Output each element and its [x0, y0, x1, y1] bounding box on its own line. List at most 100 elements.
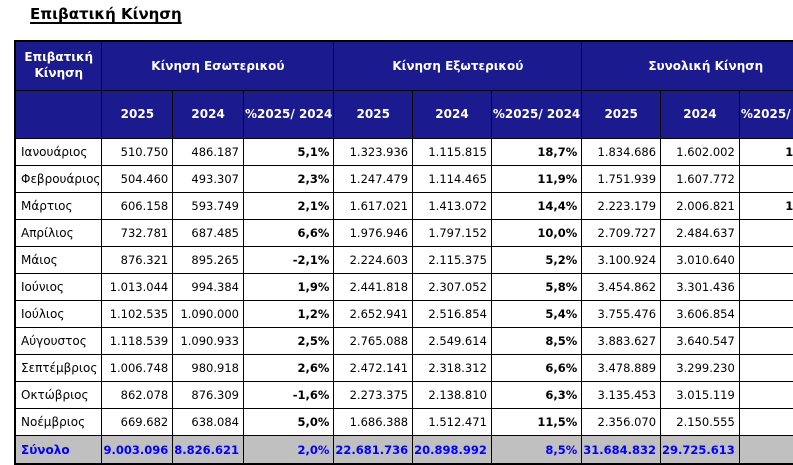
header-total-pct: %2025/ 2024: [738, 90, 793, 139]
table-row: Μάρτιος 606.158 593.749 2,1% 1.617.021 1…: [14, 192, 793, 220]
table-body: Ιανουάριος 510.750 486.187 5,1% 1.323.93…: [14, 138, 793, 465]
month-cell: Μάρτιος: [14, 192, 103, 220]
value-cell: 1.602.002: [660, 138, 740, 166]
total-value-cell: 22.681.736: [333, 435, 414, 465]
percent-cell: 4,1%: [738, 300, 793, 328]
value-cell: 3.301.436: [660, 273, 740, 301]
value-cell: 2.150.555: [660, 408, 740, 436]
percent-cell: 11,9%: [490, 165, 583, 193]
value-cell: 2.472.141: [333, 354, 414, 382]
value-cell: 3.640.547: [660, 327, 740, 355]
table-row: Ιούλιος 1.102.535 1.090.000 1,2% 2.652.9…: [14, 300, 793, 328]
total-percent-cell: 6,6%: [738, 435, 793, 465]
percent-cell: 14,4%: [490, 192, 583, 220]
value-cell: 2.138.810: [412, 381, 492, 409]
value-cell: 2.765.088: [333, 327, 414, 355]
value-cell: 486.187: [172, 138, 244, 166]
month-cell: Φεβρουάριος: [14, 165, 103, 193]
table-row: Ιούνιος 1.013.044 994.384 1,9% 2.441.818…: [14, 273, 793, 301]
value-cell: 1.617.021: [333, 192, 414, 220]
value-cell: 1.413.072: [412, 192, 492, 220]
value-cell: 2.356.070: [581, 408, 662, 436]
month-cell: Ιανουάριος: [14, 138, 103, 166]
value-cell: 2.115.375: [412, 246, 492, 274]
value-cell: 1.090.933: [172, 327, 244, 355]
percent-cell: 5,1%: [242, 138, 335, 166]
value-cell: 638.084: [172, 408, 244, 436]
value-cell: 606.158: [101, 192, 174, 220]
value-cell: 3.299.230: [660, 354, 740, 382]
percent-cell: 5,8%: [490, 273, 583, 301]
percent-cell: 3,0%: [738, 246, 793, 274]
percent-cell: 8,5%: [490, 327, 583, 355]
month-cell: Ιούλιος: [14, 300, 103, 328]
header-domestic-pct: %2025/ 2024: [242, 90, 335, 139]
value-cell: 2.223.179: [581, 192, 662, 220]
value-cell: 994.384: [172, 273, 244, 301]
table-row: Αύγουστος 1.118.539 1.090.933 2,5% 2.765…: [14, 327, 793, 355]
month-cell: Οκτώβριος: [14, 381, 103, 409]
total-value-cell: 29.725.613: [660, 435, 740, 465]
value-cell: 493.307: [172, 165, 244, 193]
value-cell: 895.265: [172, 246, 244, 274]
total-value-cell: 8.826.621: [172, 435, 244, 465]
percent-cell: 2,6%: [242, 354, 335, 382]
value-cell: 1.114.465: [412, 165, 492, 193]
value-cell: 862.078: [101, 381, 174, 409]
header-domestic-2024: 2024: [172, 90, 244, 139]
value-cell: 1.102.535: [101, 300, 174, 328]
total-value-cell: 20.898.992: [412, 435, 492, 465]
total-value-cell: 9.003.096: [101, 435, 174, 465]
percent-cell: 5,0%: [242, 408, 335, 436]
table-row: Οκτώβριος 862.078 876.309 -1,6% 2.273.37…: [14, 381, 793, 409]
value-cell: 1.115.815: [412, 138, 492, 166]
percent-cell: 14,5%: [738, 138, 793, 166]
corner-header: Επιβατική Κίνηση: [14, 40, 103, 91]
value-cell: 3.883.627: [581, 327, 662, 355]
table-row: Μάιος 876.321 895.265 -2,1% 2.224.603 2.…: [14, 246, 793, 274]
percent-cell: 6,7%: [738, 327, 793, 355]
percent-cell: 6,6%: [490, 354, 583, 382]
total-label-cell: Σύνολο: [14, 435, 103, 465]
value-cell: 876.309: [172, 381, 244, 409]
percent-cell: 9,1%: [738, 219, 793, 247]
value-cell: 1.323.936: [333, 138, 414, 166]
value-cell: 2.709.727: [581, 219, 662, 247]
table-row: Φεβρουάριος 504.460 493.307 2,3% 1.247.4…: [14, 165, 793, 193]
total-percent-cell: 2,0%: [242, 435, 335, 465]
percent-cell: -1,6%: [242, 381, 335, 409]
total-percent-cell: 8,5%: [490, 435, 583, 465]
value-cell: 1.013.044: [101, 273, 174, 301]
table-row: Σεπτέμβριος 1.006.748 980.918 2,6% 2.472…: [14, 354, 793, 382]
table-row: Απρίλιος 732.781 687.485 6,6% 1.976.946 …: [14, 219, 793, 247]
month-cell: Ιούνιος: [14, 273, 103, 301]
value-cell: 2.318.312: [412, 354, 492, 382]
value-cell: 2.549.614: [412, 327, 492, 355]
value-cell: 2.516.854: [412, 300, 492, 328]
month-cell: Μάιος: [14, 246, 103, 274]
percent-cell: 5,2%: [490, 246, 583, 274]
value-cell: 669.682: [101, 408, 174, 436]
header-total-2025: 2025: [581, 90, 662, 139]
page-title: Επιβατική Κίνηση: [30, 5, 182, 23]
value-cell: 1.834.686: [581, 138, 662, 166]
value-cell: 876.321: [101, 246, 174, 274]
empty-header-cell: [14, 90, 103, 139]
value-cell: 1.247.479: [333, 165, 414, 193]
value-cell: 980.918: [172, 354, 244, 382]
value-cell: 1.512.471: [412, 408, 492, 436]
percent-cell: 2,3%: [242, 165, 335, 193]
percent-cell: -2,1%: [242, 246, 335, 274]
value-cell: 3.478.889: [581, 354, 662, 382]
value-cell: 504.460: [101, 165, 174, 193]
value-cell: 3.135.453: [581, 381, 662, 409]
month-cell: Αύγουστος: [14, 327, 103, 355]
value-cell: 2.441.818: [333, 273, 414, 301]
value-cell: 2.224.603: [333, 246, 414, 274]
month-cell: Σεπτέμβριος: [14, 354, 103, 382]
percent-cell: 9,6%: [738, 408, 793, 436]
header-international-pct: %2025/ 2024: [490, 90, 583, 139]
value-cell: 687.485: [172, 219, 244, 247]
header-total-2024: 2024: [660, 90, 740, 139]
